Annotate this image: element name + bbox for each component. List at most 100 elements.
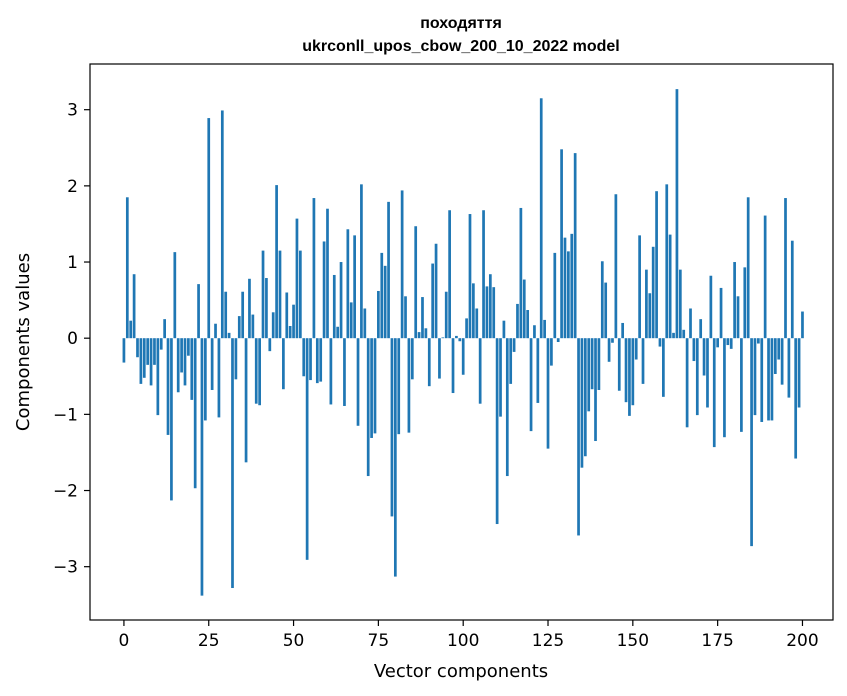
bar-52 <box>298 250 302 339</box>
bar-158 <box>658 338 662 347</box>
bar-87 <box>417 332 421 339</box>
bar-123 <box>539 98 543 339</box>
bar-59 <box>322 241 326 339</box>
chart-title: походяття <box>420 15 502 32</box>
bar-119 <box>526 310 530 339</box>
bar-92 <box>434 243 438 339</box>
bar-13 <box>166 338 170 435</box>
bar-198 <box>794 338 798 459</box>
bar-49 <box>288 326 292 339</box>
bar-109 <box>492 287 496 339</box>
bar-70 <box>360 184 363 339</box>
bar-102 <box>468 214 472 339</box>
bar-55 <box>309 338 312 381</box>
bar-138 <box>590 338 594 390</box>
bar-7 <box>146 338 150 365</box>
bar-194 <box>780 338 784 385</box>
bar-183 <box>743 267 747 339</box>
bar-151 <box>634 338 638 360</box>
bar-186 <box>753 338 757 416</box>
bar-56 <box>312 198 316 339</box>
y-tick-label: −1 <box>53 405 78 425</box>
bar-46 <box>278 250 282 339</box>
bar-38 <box>251 314 255 339</box>
bar-88 <box>421 297 424 339</box>
bar-42 <box>265 278 268 339</box>
bar-66 <box>346 229 350 339</box>
bar-124 <box>543 319 546 339</box>
bar-116 <box>516 303 519 339</box>
bar-8 <box>149 338 153 386</box>
bar-86 <box>414 226 418 339</box>
bar-188 <box>760 338 764 422</box>
bar-64 <box>339 262 343 339</box>
bar-84 <box>407 338 411 433</box>
bar-40 <box>258 338 261 406</box>
x-tick-label: 25 <box>198 631 220 651</box>
bar-137 <box>587 338 591 412</box>
bar-122 <box>536 338 540 403</box>
bar-54 <box>305 338 309 560</box>
bar-153 <box>641 338 645 384</box>
bar-51 <box>295 218 299 339</box>
bar-75 <box>377 290 380 339</box>
bar-147 <box>621 322 625 339</box>
y-tick-label: 0 <box>67 329 78 349</box>
y-axis-label: Components values <box>13 253 34 431</box>
bar-192 <box>773 338 777 374</box>
bar-141 <box>600 261 604 339</box>
bar-159 <box>662 338 665 397</box>
bar-164 <box>678 269 682 339</box>
bar-1 <box>125 197 129 339</box>
bar-173 <box>709 275 713 339</box>
bar-181 <box>736 296 740 339</box>
bar-101 <box>465 318 468 339</box>
bar-199 <box>797 338 801 408</box>
bar-5 <box>139 338 143 384</box>
bar-31 <box>227 332 231 339</box>
bar-189 <box>763 215 767 339</box>
x-tick-label: 100 <box>447 631 479 651</box>
bar-144 <box>611 338 614 343</box>
bar-132 <box>570 233 574 339</box>
bar-21 <box>193 338 197 489</box>
bar-26 <box>210 338 214 390</box>
bar-134 <box>577 338 580 536</box>
bar-82 <box>400 190 404 339</box>
bar-196 <box>787 338 791 398</box>
bar-99 <box>458 338 462 342</box>
bar-162 <box>672 332 675 339</box>
bar-39 <box>254 338 258 404</box>
x-tick-label: 200 <box>786 631 818 651</box>
bar-57 <box>315 338 319 384</box>
bar-98 <box>455 335 458 339</box>
bar-171 <box>702 338 706 376</box>
bar-73 <box>370 338 373 438</box>
bar-175 <box>716 338 720 348</box>
bar-58 <box>319 338 323 382</box>
bar-129 <box>560 149 563 339</box>
bar-165 <box>682 329 686 339</box>
bar-178 <box>726 338 730 346</box>
bar-174 <box>712 338 716 448</box>
bar-15 <box>173 252 177 339</box>
bar-126 <box>550 338 553 366</box>
bar-152 <box>638 235 641 339</box>
bar-80 <box>393 338 397 577</box>
bar-17 <box>180 338 183 373</box>
bar-100 <box>461 338 465 375</box>
bar-30 <box>224 291 228 339</box>
bar-3 <box>132 274 136 339</box>
bar-133 <box>573 153 577 339</box>
bar-47 <box>282 338 285 390</box>
bar-90 <box>427 338 431 387</box>
bar-154 <box>645 269 648 339</box>
bar-106 <box>482 210 485 339</box>
y-tick-label: −3 <box>53 558 78 578</box>
bar-180 <box>733 262 736 339</box>
x-tick-label: 0 <box>119 631 130 651</box>
bar-68 <box>353 235 356 339</box>
bar-160 <box>665 184 669 339</box>
bar-161 <box>668 234 672 339</box>
bar-193 <box>777 338 781 360</box>
